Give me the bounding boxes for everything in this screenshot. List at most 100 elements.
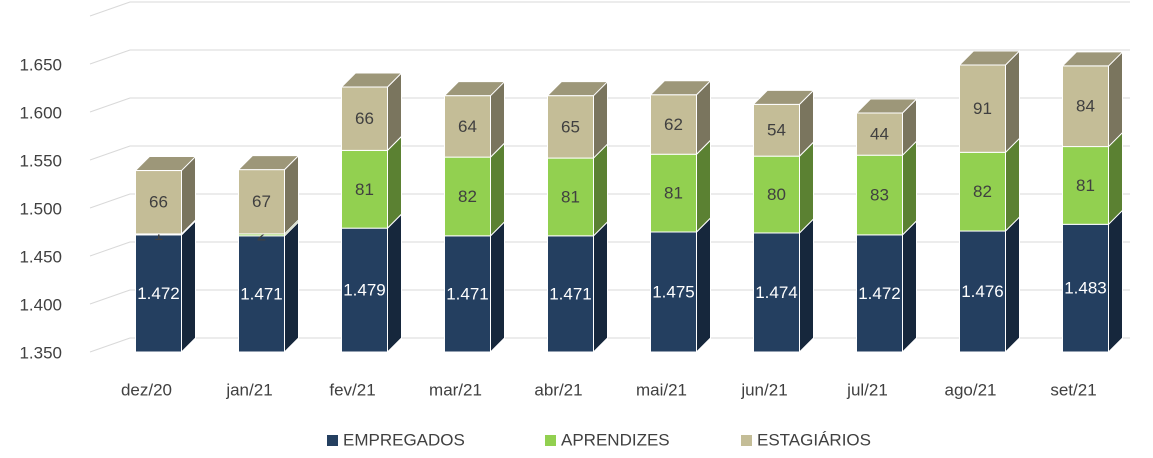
y-tick-label: 1.400 [19,295,62,314]
bar-segment [753,232,800,353]
x-tick-label: mai/21 [636,380,687,399]
bar-side [1005,49,1020,154]
x-tick-label: fev/21 [329,380,375,399]
bar-segment [1062,146,1109,225]
data-label: 1.474 [755,283,798,302]
data-label: 44 [870,125,889,144]
x-tick-label: set/21 [1050,380,1096,399]
x-tick-label: mar/21 [429,380,482,399]
bar-side [902,219,917,354]
bar-top [134,156,197,172]
data-label: 67 [252,192,271,211]
bar-segment [753,155,800,234]
legend-label: ESTAGIÁRIOS [757,430,871,449]
bar-side [387,212,402,354]
x-tick-label: ago/21 [945,380,997,399]
bar-side [181,219,196,354]
bar-side [1108,131,1123,226]
bar-side [1108,50,1123,148]
data-label: 82 [973,182,992,201]
data-label: 1.475 [652,282,695,301]
bar-segment [444,235,491,353]
data-label: 1.479 [343,281,386,300]
bar-segment [650,153,697,233]
legend-swatch [327,435,338,446]
y-tick-label: 1.600 [19,103,62,122]
data-label: 2 [257,225,266,244]
bar-segment [444,156,491,237]
data-label: 66 [149,193,168,212]
data-label: 1.476 [961,282,1004,301]
bar-segment [959,230,1006,353]
data-label: 62 [664,115,683,134]
bar-segment [341,86,388,151]
y-tick-label: 1.500 [19,199,62,218]
bar-segment [650,231,697,353]
bar-side [1108,209,1123,354]
bar-segment [1062,65,1109,148]
data-label: 81 [561,187,580,206]
x-tick-label: jul/21 [846,380,888,399]
data-label: 1.472 [137,284,180,303]
bar-segment [856,154,903,236]
data-label: 1.471 [446,284,489,303]
bar-segment [547,157,594,237]
bar-side [902,139,917,237]
legend-swatch [545,435,556,446]
data-label: 82 [458,187,477,206]
x-tick-label: jan/21 [225,380,272,399]
bar-segment [135,234,182,353]
x-tick-label: jun/21 [740,380,787,399]
y-tick-label: 1.350 [19,343,62,362]
bar-segment [650,94,697,155]
bar-top [546,81,609,97]
data-label: 1.471 [240,284,283,303]
bar-side [284,220,299,354]
bar-top [752,89,815,105]
x-tick-label: abr/21 [534,380,582,399]
legend-label: APRENDIZES [561,430,670,449]
data-label: 81 [355,180,374,199]
data-label: 80 [767,185,786,204]
legend-label: EMPREGADOS [343,430,465,449]
legend-swatch [741,435,752,446]
bar-segment [959,151,1006,232]
bar-side [387,135,402,230]
bar-side [799,140,814,235]
grid-line [89,49,1130,65]
data-label: 84 [1076,97,1095,116]
bar-segment [341,149,388,229]
bar-side [696,216,711,354]
data-label: 1.471 [549,284,592,303]
bar-top [649,80,712,96]
y-tick-label: 1.450 [19,247,62,266]
bar-side [593,220,608,354]
y-tick-label: 1.550 [19,151,62,170]
bar-side [1005,215,1020,354]
x-tick-label: dez/20 [121,380,172,399]
bar-side [593,142,608,238]
data-label: 66 [355,109,374,128]
bar-segment [238,169,285,235]
bar-top [237,155,300,171]
bar-segment [959,64,1006,153]
grid-line [89,1,1130,17]
bar-top [1061,51,1124,67]
bar-top [443,81,506,97]
bar-side [490,220,505,354]
data-label: 54 [767,121,786,140]
bar-top [958,50,1021,66]
data-label: 1.483 [1064,279,1107,298]
bar-top [855,98,918,114]
bar-segment [1062,223,1109,353]
data-label: 65 [561,117,580,136]
y-tick-label: 1.650 [19,55,62,74]
data-label: 81 [664,184,683,203]
data-label: 91 [973,99,992,118]
bar-side [799,217,814,354]
bar-top [340,72,403,88]
data-label: 81 [1076,176,1095,195]
bar-segment [856,112,903,156]
bar-side [1005,137,1020,233]
